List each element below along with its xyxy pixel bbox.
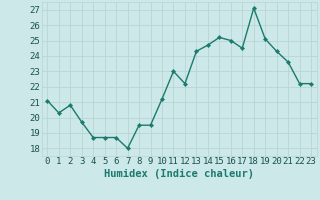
X-axis label: Humidex (Indice chaleur): Humidex (Indice chaleur) [104, 169, 254, 179]
